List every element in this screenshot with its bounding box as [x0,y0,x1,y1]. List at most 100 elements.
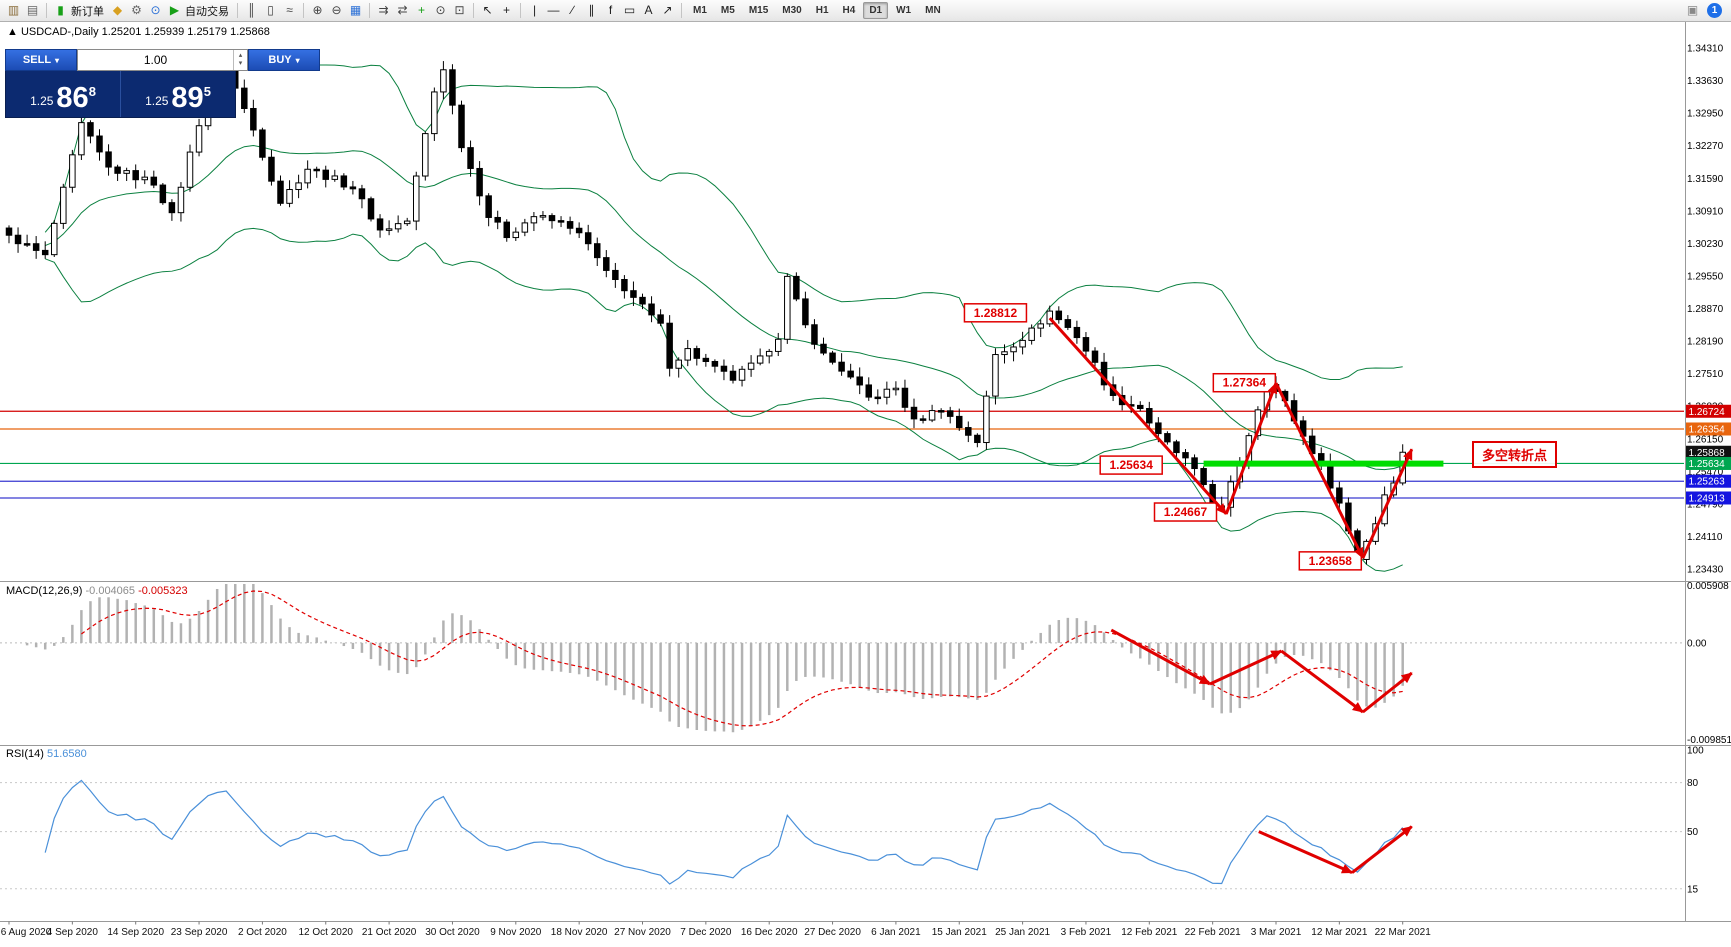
zoom-in-icon[interactable]: ⊕ [312,2,323,17]
lot-spin-up-icon[interactable]: ▴ [238,52,243,59]
svg-text:6 Jan 2021: 6 Jan 2021 [871,927,921,938]
horizontal-level-lines[interactable] [0,410,1684,499]
status-icon[interactable]: ▣ [1686,2,1699,17]
periods-icon[interactable]: ⊙ [435,2,446,17]
price-divider [120,71,121,117]
line-chart-type-icon[interactable]: ≈ [286,2,293,17]
svg-text:22 Mar 2021: 22 Mar 2021 [1375,927,1432,938]
macd-signal-line [81,590,1403,727]
zoom-out-icon[interactable]: ⊖ [331,2,342,17]
svg-text:1.24913: 1.24913 [1689,493,1726,504]
lot-size-field: ▴ ▾ [77,49,248,71]
svg-text:1.24790: 1.24790 [1687,499,1724,510]
text-label-icon[interactable]: A [644,2,653,17]
tile-windows-icon[interactable]: ▦ [349,2,362,17]
turning-point-annotation: 多空转折点 [1472,441,1558,468]
rsi-line [44,779,1404,885]
lot-spin-down-icon[interactable]: ▾ [238,60,243,67]
bar-chart-type-icon[interactable]: ║ [247,2,256,17]
cursor-icon[interactable]: ↖ [482,2,493,17]
timeframe-button-m5[interactable]: M5 [720,5,735,16]
svg-text:1.25470: 1.25470 [1687,467,1724,478]
trend-arrows [1048,317,1414,875]
trade-panel-toggle-icon[interactable]: ▲ [7,26,18,38]
profiles-icon[interactable]: ▤ [26,2,39,17]
new-chart-icon[interactable]: ▥ [7,2,20,17]
buy-price-main: 1.25 [145,94,169,108]
toolbar-separator [46,3,47,18]
one-click-trading-panel: SELL ▾ ▴ ▾ BUY ▾ 1.25 86 8 [5,49,320,118]
svg-text:2 Oct 2020: 2 Oct 2020 [238,927,287,938]
svg-text:1.32270: 1.32270 [1687,141,1724,152]
svg-text:1.32950: 1.32950 [1687,109,1724,120]
toolbar-separator [520,3,521,18]
timeframe-button-h4[interactable]: H4 [842,5,856,16]
fibonacci-icon[interactable]: f [608,2,613,17]
auto-trading-button[interactable]: 自动交易 [185,5,229,18]
notification-badge[interactable]: 1 [1707,3,1722,18]
arrow-tools-icon[interactable]: ↗ [662,2,673,17]
shapes-icon[interactable]: ▭ [623,2,636,17]
svg-text:12 Mar 2021: 12 Mar 2021 [1311,927,1368,938]
svg-text:1.23658: 1.23658 [1309,554,1353,568]
svg-text:1.25263: 1.25263 [1689,477,1726,488]
auto-scroll-icon[interactable]: ⇉ [378,2,389,17]
panel-separators [0,22,1731,922]
lot-size-input[interactable] [78,50,233,70]
macd-name: MACD(12,26,9) [6,585,83,597]
svg-text:-0.009851: -0.009851 [1687,735,1731,746]
timeframe-button-mn[interactable]: MN [925,5,941,16]
trade-panel-top-row: SELL ▾ ▴ ▾ BUY ▾ [5,49,320,71]
vertical-line-icon[interactable]: | [532,2,537,17]
lot-spinner[interactable]: ▴ ▾ [233,50,247,70]
timeframe-button-m1[interactable]: M1 [693,5,707,16]
auto-trading-icon[interactable]: ▶ [169,2,180,17]
timeframe-button-m30[interactable]: M30 [782,5,802,16]
market-watch-icon[interactable]: ⊙ [150,2,161,17]
svg-text:1.30910: 1.30910 [1687,206,1724,217]
sell-button[interactable]: SELL ▾ [5,49,77,71]
buy-button[interactable]: BUY ▾ [248,49,320,71]
new-order-button[interactable]: 新订单 [71,5,104,18]
channel-icon[interactable]: ∥ [588,2,595,17]
crosshair-icon[interactable]: + [502,2,510,17]
macd-histogram [25,584,1404,733]
symbol-ohlc-info: ▲ USDCAD-,Daily 1.25201 1.25939 1.25179 … [7,26,270,38]
sell-caret-icon: ▾ [55,55,60,65]
timeframe-button-h1[interactable]: H1 [815,5,829,16]
toolbar-separator [473,3,474,18]
candlestick-chart-type-icon[interactable]: ▯ [267,2,274,17]
trendline-icon[interactable]: ∕ [571,2,574,17]
svg-text:1.24110: 1.24110 [1687,532,1723,543]
new-order-icon[interactable]: ▮ [57,2,64,17]
rsi-value: 51.6580 [46,748,87,760]
svg-text:1.28870: 1.28870 [1687,304,1724,315]
timeframe-group: M1 M5 M15 M30 H1 H4 D1 W1 MN [686,2,948,19]
macd-value: -0.004065 [85,585,136,597]
templates-icon[interactable]: ⊡ [454,2,465,17]
buy-price-sup: 5 [203,84,211,99]
toolbar-separator [681,3,682,18]
sell-price-button[interactable]: 1.25 86 8 [6,71,120,117]
mql-wizard-icon[interactable]: ◆ [112,2,123,17]
svg-text:1.26354: 1.26354 [1689,424,1726,435]
buy-button-label: BUY [268,54,292,66]
chart-background [0,22,1731,947]
indicators-icon[interactable]: + [417,2,425,17]
sell-price-sup: 8 [88,84,96,99]
svg-text:1.31590: 1.31590 [1687,174,1724,185]
expert-advisors-icon[interactable]: ⚙ [131,2,142,17]
svg-text:21 Oct 2020: 21 Oct 2020 [362,927,417,938]
timeframe-button-d1[interactable]: D1 [863,2,889,19]
chart-shift-icon[interactable]: ⇄ [397,2,408,17]
toolbar: ▥ ▤ ▮ 新订单 ◆ ⚙ ⊙ ▶ 自动交易 ║ ▯ ≈ ⊕ ⊖ ▦ ⇉ ⇄ + ⊙ ⊡ ↖ + | — ∕ ∥ f ▭ A ↗ M1 M5 M… [0,0,1731,22]
svg-text:3 Mar 2021: 3 Mar 2021 [1251,927,1302,938]
timeframe-button-w1[interactable]: W1 [896,5,912,16]
buy-price-button[interactable]: 1.25 89 5 [121,71,235,117]
svg-text:1.34310: 1.34310 [1687,44,1724,55]
timeframe-button-m15[interactable]: M15 [748,5,769,16]
horizontal-line-icon[interactable]: — [547,2,560,17]
sell-button-label: SELL [22,54,52,66]
